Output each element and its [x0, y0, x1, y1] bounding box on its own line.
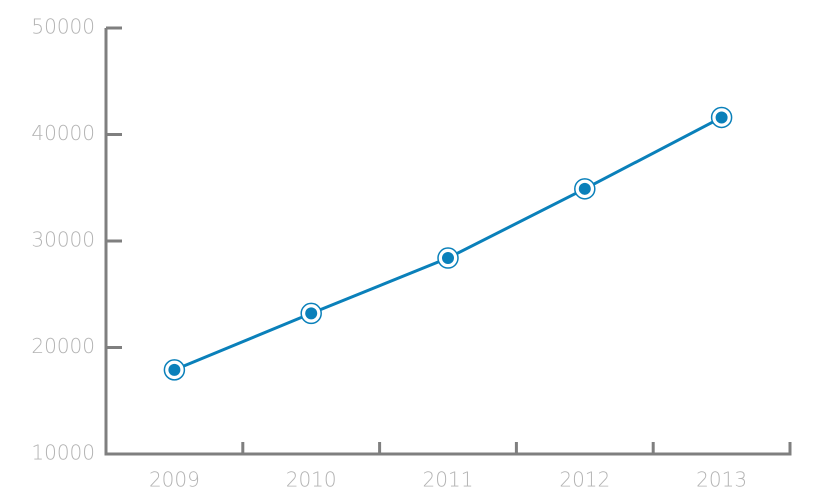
x-tick-label: 2011: [423, 468, 474, 492]
y-tick-label: 40000: [31, 121, 95, 145]
x-tick-label: 2013: [696, 468, 747, 492]
point: [715, 111, 728, 124]
x-tick-label: 2009: [149, 468, 200, 492]
data-line: [173, 116, 723, 372]
y-tick-label: 50000: [31, 15, 95, 39]
x-tick-label: 2012: [559, 468, 610, 492]
x-tick-label: 2010: [286, 468, 337, 492]
point: [168, 363, 181, 376]
y-tick-label: 30000: [31, 228, 95, 252]
y-tick-label: 10000: [31, 441, 95, 465]
point: [578, 182, 591, 195]
y-tick-label: 20000: [31, 334, 95, 358]
point: [442, 252, 454, 265]
point: [305, 307, 318, 320]
